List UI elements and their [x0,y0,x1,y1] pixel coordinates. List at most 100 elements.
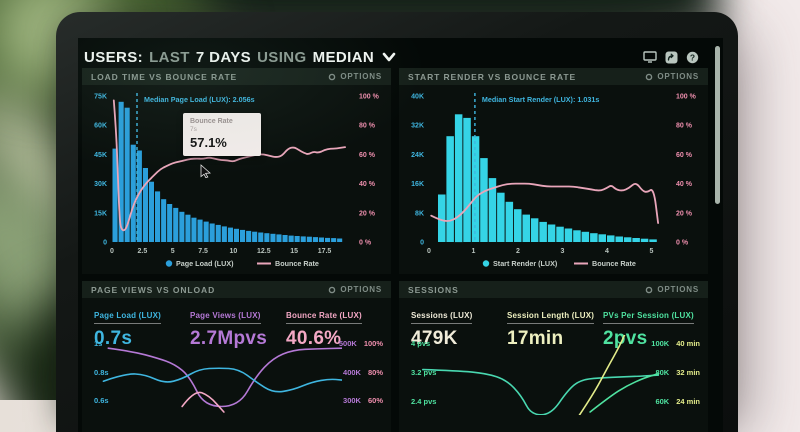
svg-text:40K: 40K [411,94,424,101]
metric-value: 0.7s [94,328,133,349]
svg-text:15K: 15K [94,210,107,217]
axis-label: 2.4 pvs [411,397,437,406]
axis-label: 3.2 pvs [411,368,437,377]
svg-text:45K: 45K [94,152,107,159]
svg-text:Median Start Render (LUX): 1.0: Median Start Render (LUX): 1.031s [482,95,599,104]
panel-title: SESSIONS [408,284,459,295]
options-button[interactable]: OPTIONS [645,285,699,294]
metric-page-load: Page Load (LUX) 0.7s [94,305,162,350]
metric-label: Page Views (LUX) [190,311,261,324]
svg-text:0: 0 [110,248,114,255]
panel-start-render-vs-bounce-rate: START RENDER VS BOUNCE RATE OPTIONS Medi… [399,68,708,274]
options-label: OPTIONS [657,72,699,81]
gear-icon [646,286,653,293]
metric-label: Sessions (LUX) [411,311,473,324]
start-render-histogram-chart[interactable]: Median Start Render (LUX): 1.031s 0 8K 16K 2… [399,86,708,274]
panel-sessions: SESSIONS OPTIONS Sessions (LUX) 479K Ses… [399,281,708,432]
options-button[interactable]: OPTIONS [328,72,382,81]
svg-text:2.5: 2.5 [138,248,148,255]
metric-value: 17min [507,328,564,349]
panel-header: SESSIONS OPTIONS [399,281,708,298]
svg-text:15: 15 [290,248,298,255]
tooltip-title: Bounce Rate [190,118,233,125]
days-label: 7 DAYS [195,48,252,66]
page-title: USERS: LAST 7 DAYS USING MEDIAN [84,49,396,66]
options-button[interactable]: OPTIONS [328,285,382,294]
svg-text:80 %: 80 % [676,123,693,130]
metric-label: PVs Per Session (LUX) [603,311,694,324]
svg-text:100 %: 100 % [359,94,380,101]
metric-value: 2.7Mpvs [190,328,268,349]
panel-header: LOAD TIME VS BOUNCE RATE OPTIONS [82,68,391,85]
svg-text:Bounce Rate: Bounce Rate [275,259,319,268]
svg-text:5: 5 [649,248,653,255]
gear-icon [646,73,653,80]
header-toolbar: ? [643,51,699,64]
panel-header: START RENDER VS BOUNCE RATE OPTIONS [399,68,708,85]
metric-bounce-rate: Bounce Rate (LUX) 40.6% [286,305,362,350]
svg-text:0 %: 0 % [359,240,372,247]
load-time-histogram-chart[interactable]: Median Page Load (LUX): 2.056s 0 15K 30K 45K… [82,86,391,274]
panel-title: START RENDER VS BOUNCE RATE [408,71,577,82]
axis-label: 80K 32 min [655,368,700,377]
dashboard-screen: USERS: LAST 7 DAYS USING MEDIAN ? [78,38,723,432]
svg-text:Page Load (LUX): Page Load (LUX) [176,259,234,268]
axis-label: 0.8s [94,368,109,377]
axis-label: 60K 24 min [655,397,700,406]
svg-text:Median Page Load (LUX): 2.056s: Median Page Load (LUX): 2.056s [144,95,255,104]
vertical-scrollbar[interactable] [715,46,720,204]
svg-text:60K: 60K [94,123,107,130]
options-button[interactable]: OPTIONS [645,72,699,81]
svg-text:4: 4 [605,248,609,255]
svg-text:40 %: 40 % [359,181,376,188]
svg-text:12.5: 12.5 [257,248,271,255]
axis-label: 4 pvs [411,339,431,348]
svg-text:75K: 75K [94,94,107,101]
help-icon[interactable]: ? [686,51,699,64]
display-icon[interactable] [643,51,657,63]
svg-text:5: 5 [171,248,175,255]
svg-text:Start Render (LUX): Start Render (LUX) [493,259,558,268]
median-dropdown[interactable]: MEDIAN [312,48,375,66]
svg-text:8K: 8K [415,210,424,217]
svg-text:20 %: 20 % [359,210,376,217]
share-icon[interactable] [665,51,678,64]
metric-label: Page Load (LUX) [94,311,162,324]
axis-label: 1s [94,339,103,348]
metric-page-views: Page Views (LUX) 2.7Mpvs [190,305,267,350]
svg-text:20 %: 20 % [676,210,693,217]
svg-text:7.5: 7.5 [198,248,208,255]
svg-text:32K: 32K [411,123,424,130]
metric-label: Bounce Rate (LUX) [286,311,362,324]
chevron-down-icon[interactable] [382,52,396,62]
app-header: USERS: LAST 7 DAYS USING MEDIAN ? [84,44,713,70]
metric-session-length: Session Length (LUX) 17min [507,305,595,350]
tooltip-value: 57.1% [190,135,227,150]
svg-text:100 %: 100 % [676,94,697,101]
svg-text:1: 1 [472,248,476,255]
svg-text:17.5: 17.5 [318,248,332,255]
svg-text:80 %: 80 % [359,123,376,130]
laptop-device: USERS: LAST 7 DAYS USING MEDIAN ? [56,12,738,432]
tooltip-subtitle: 7s [190,126,197,133]
svg-text:0: 0 [103,240,107,247]
svg-text:60 %: 60 % [359,152,376,159]
options-label: OPTIONS [340,285,382,294]
svg-text:Bounce Rate: Bounce Rate [592,259,636,268]
panel-title: PAGE VIEWS VS ONLOAD [91,284,216,295]
sessions-mini-chart[interactable] [413,335,659,415]
metric-value: 479K [411,328,458,349]
axis-label: 0.6s [94,396,109,405]
page-views-mini-chart[interactable] [96,335,342,415]
svg-text:30K: 30K [94,181,107,188]
svg-text:2: 2 [516,248,520,255]
svg-text:24K: 24K [411,152,424,159]
axis-label: 500K 100% [338,339,383,348]
gear-icon [329,286,336,293]
svg-text:40 %: 40 % [676,181,693,188]
gear-icon [329,73,336,80]
metric-value: 40.6% [286,328,342,349]
axis-label: 400K 80% [343,368,383,377]
options-label: OPTIONS [340,72,382,81]
tooltip: Bounce Rate 7s 57.1% [183,113,261,156]
